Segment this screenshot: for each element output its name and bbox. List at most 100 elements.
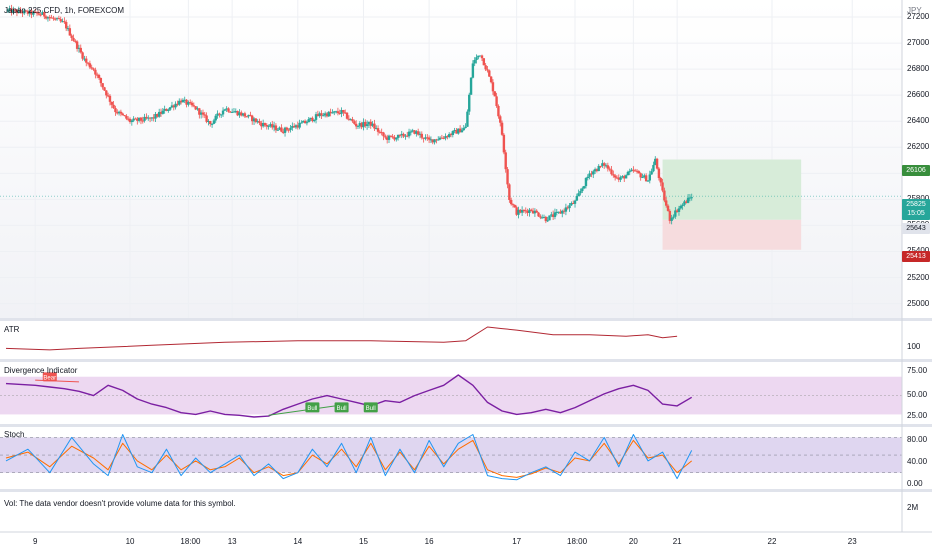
candle-body — [105, 90, 108, 96]
candle-body — [325, 113, 329, 117]
candle-body — [584, 178, 588, 187]
candle-body — [119, 111, 123, 114]
candle-body — [349, 119, 352, 121]
divergence-title: Divergence Indicator — [4, 366, 78, 375]
candle-body — [287, 129, 290, 131]
candle-body — [444, 136, 447, 139]
candle-body — [230, 111, 234, 113]
candle-body — [466, 111, 469, 127]
candle-body — [564, 207, 568, 212]
time-tick-label: 18:00 — [180, 537, 201, 546]
bear-label-box — [42, 372, 57, 382]
candle-body — [296, 125, 300, 128]
candle-body — [10, 8, 13, 13]
candle-body — [77, 47, 81, 49]
candle-body — [665, 200, 668, 206]
candle-body — [413, 130, 416, 134]
candle-body — [221, 110, 225, 115]
candle-body — [438, 137, 442, 140]
candle-body — [75, 41, 79, 49]
candle-body — [176, 103, 179, 105]
price-pane[interactable] — [0, 0, 902, 318]
candle-body — [207, 121, 210, 123]
candle-body — [449, 134, 453, 136]
candle-body — [66, 28, 70, 30]
candle-body — [241, 113, 245, 116]
atr-pane[interactable] — [0, 321, 902, 359]
candle-body — [327, 111, 331, 117]
candle-body — [254, 118, 258, 122]
candle-body — [400, 133, 403, 136]
candle-body — [125, 115, 128, 119]
volume-pane[interactable] — [0, 492, 902, 532]
candle-body — [63, 21, 66, 23]
bull-label-box — [334, 402, 349, 413]
candle-body — [95, 74, 99, 76]
candle-body — [446, 136, 449, 138]
candle-body — [453, 130, 456, 132]
candle-body — [570, 203, 573, 206]
candle-body — [427, 137, 431, 140]
candle-body — [617, 177, 620, 180]
candle-body — [601, 163, 604, 166]
candle-body — [137, 117, 141, 121]
candle-body — [192, 105, 196, 107]
candle-body — [555, 211, 558, 213]
divergence-axis-label: 75.00 — [907, 366, 928, 375]
candle-body — [276, 129, 279, 131]
candle-body — [489, 76, 493, 83]
candle-body — [508, 184, 511, 200]
candle-body — [320, 113, 323, 116]
candle-body — [61, 21, 64, 23]
candle-body — [88, 63, 92, 68]
candle-body — [12, 9, 15, 13]
time-tick-label: 18:00 — [567, 537, 588, 546]
candle-body — [435, 139, 438, 141]
candle-body — [353, 121, 356, 124]
candle-body — [167, 109, 170, 111]
candle-body — [187, 102, 190, 105]
candle-body — [635, 170, 639, 172]
pane-separator[interactable] — [0, 424, 932, 427]
candle-body — [384, 136, 387, 138]
bear-label: Bear — [43, 375, 56, 381]
candle-body — [411, 130, 414, 132]
candle-body — [404, 135, 407, 137]
candle-body — [478, 55, 482, 57]
candle-body — [243, 113, 247, 117]
candle-body — [606, 165, 610, 169]
pane-separator[interactable] — [0, 489, 932, 492]
position-tool[interactable] — [0, 159, 902, 250]
candle-body — [97, 75, 101, 78]
candle-body — [548, 215, 551, 221]
candle-body — [37, 13, 41, 15]
current-price-tag: 25825 15:05 — [902, 199, 930, 220]
candle-body — [535, 210, 538, 213]
candle-body — [28, 10, 31, 14]
candle-body — [183, 99, 186, 101]
price-tick-label: 25400 — [907, 246, 929, 255]
candle-body — [154, 113, 157, 119]
candle-body — [681, 204, 684, 206]
candle-body — [632, 169, 635, 171]
candle-body — [112, 104, 115, 109]
candle-body — [522, 210, 526, 212]
candle-body — [265, 125, 268, 127]
candle-body — [41, 12, 44, 15]
candle-body — [562, 210, 566, 212]
candle-body — [86, 62, 90, 64]
pane-separator[interactable] — [0, 359, 932, 362]
candle-body — [520, 210, 524, 213]
candle-body — [201, 112, 205, 115]
candle-body — [416, 131, 420, 135]
candle-body — [44, 16, 48, 19]
candle-body — [356, 125, 360, 127]
candle-body — [198, 108, 201, 115]
candle-body — [643, 175, 646, 178]
candle-body — [157, 111, 161, 117]
candle-body — [333, 111, 336, 113]
pane-separator[interactable] — [0, 318, 932, 321]
time-tick-label: 9 — [32, 537, 38, 546]
candle-body — [677, 208, 681, 212]
